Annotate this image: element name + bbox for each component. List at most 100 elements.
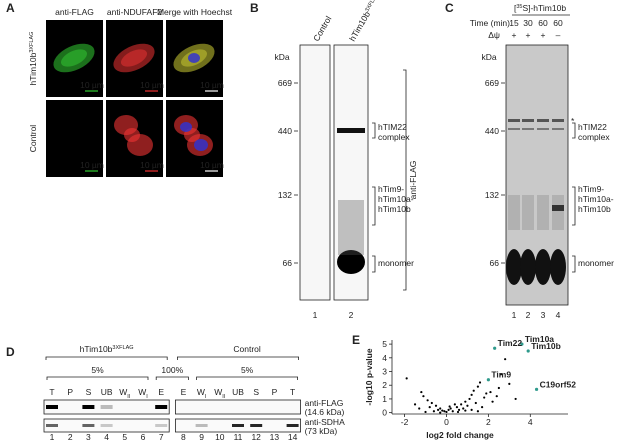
point	[472, 389, 475, 392]
point	[476, 410, 480, 413]
band	[100, 424, 113, 427]
lane-label: T	[49, 387, 54, 397]
panel-label: C	[445, 1, 454, 15]
bracket	[572, 186, 576, 226]
lane-label: S	[253, 387, 259, 397]
highlight-point	[526, 349, 530, 353]
point	[436, 408, 440, 411]
lane-number: 3	[541, 310, 546, 320]
text-part: S	[253, 387, 259, 397]
smear	[338, 200, 364, 255]
band	[520, 249, 536, 285]
band	[552, 119, 564, 122]
band-label: monomer	[578, 258, 614, 268]
point	[497, 386, 500, 390]
band	[552, 128, 564, 130]
band-label: hTim9-	[578, 184, 604, 194]
lane-number: 2	[349, 310, 354, 320]
antibody-label: anti-FLAG	[305, 398, 344, 408]
panel-label: D	[6, 345, 15, 359]
text-part: W	[214, 387, 222, 397]
band	[82, 405, 95, 409]
potential-value: +	[541, 30, 546, 40]
lane-label: Control	[311, 14, 333, 43]
subscript: II	[127, 394, 131, 400]
column-header: anti-FLAG	[55, 7, 94, 17]
band-label: hTim10a-	[578, 194, 614, 204]
band-label: complex	[578, 132, 610, 142]
band-label: hTim10b	[578, 204, 611, 214]
band-label: complex	[378, 132, 410, 142]
blot	[174, 399, 301, 415]
point	[485, 392, 488, 395]
point-label: Tim10b	[531, 341, 561, 351]
star-label: *	[571, 116, 575, 126]
lane-number: 1	[50, 432, 55, 441]
lane-number: 11	[234, 432, 243, 441]
band	[232, 424, 244, 427]
text-part: Control	[28, 125, 38, 153]
lane-label: UB	[101, 387, 113, 397]
text-part: P	[67, 387, 73, 397]
smear	[522, 195, 534, 230]
point-label: Tim22	[498, 338, 523, 348]
blot	[43, 418, 170, 433]
micrograph	[46, 100, 103, 177]
highlight-point	[493, 346, 497, 350]
point	[422, 395, 425, 398]
bracket	[572, 255, 576, 273]
point	[504, 358, 507, 361]
point	[451, 410, 454, 413]
smear	[552, 195, 564, 230]
text-part: S	[86, 387, 92, 397]
band	[508, 119, 520, 122]
band	[522, 119, 534, 122]
marker-label: 440	[278, 126, 292, 136]
band	[337, 128, 365, 133]
lane-number: 2	[68, 432, 73, 441]
potential-value: +	[526, 30, 531, 40]
row-label: Time (min)	[470, 18, 510, 28]
point	[447, 408, 450, 411]
group-label: hTim10b3XFLAG	[80, 344, 134, 354]
text-part: T	[49, 387, 54, 397]
text-part: UB	[232, 387, 244, 397]
band	[337, 250, 365, 274]
y-axis-label: -log10 p-value	[364, 348, 374, 405]
superscript: 3XFLAG	[29, 32, 35, 53]
column-header: Merge with Hoechst	[157, 7, 233, 17]
antibody-label: anti-SDHA	[305, 417, 345, 427]
marker-label: 440	[485, 126, 499, 136]
scale-bar-label: 10 µm	[140, 80, 164, 90]
smear	[537, 195, 549, 230]
nucleus	[180, 122, 192, 132]
antibody-size: (73 kDa)	[305, 426, 338, 436]
time-value: 15	[509, 18, 519, 28]
point	[462, 407, 465, 410]
point	[466, 404, 469, 407]
point	[424, 410, 427, 414]
lane-label: E	[181, 387, 187, 397]
kda-label: kDa	[274, 52, 289, 62]
lane-number: 9	[199, 432, 204, 441]
band	[46, 405, 58, 409]
lane-number: 1	[313, 310, 318, 320]
lane-label: E	[158, 387, 164, 397]
text-part: hTim10b	[347, 9, 372, 43]
marker-label: 66	[490, 258, 500, 268]
potential-value: –	[556, 30, 561, 40]
lane-label: P	[67, 387, 73, 397]
time-value: 30	[523, 18, 533, 28]
point-label: Tim9	[491, 370, 511, 380]
scale-bar-label: 10 µm	[80, 160, 104, 170]
header: [35S]-hTim10b	[514, 3, 566, 13]
lane-number: 4	[104, 432, 109, 441]
cell	[124, 128, 140, 142]
band	[552, 205, 564, 211]
lane-label: WII	[119, 387, 131, 400]
lane-label: T	[290, 387, 295, 397]
marker-label: 669	[485, 78, 499, 88]
lane-number: 8	[181, 432, 186, 441]
bracket	[46, 376, 149, 380]
band	[46, 424, 58, 427]
